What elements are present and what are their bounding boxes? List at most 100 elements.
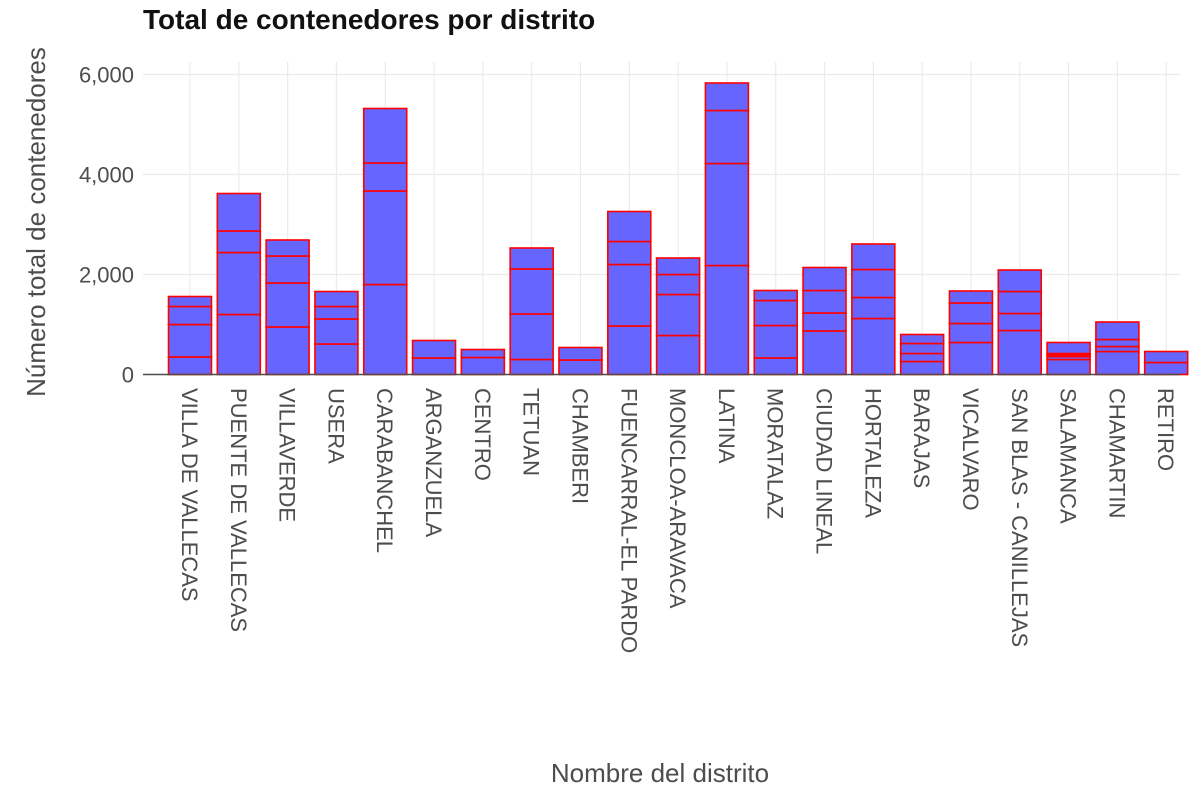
bar-segment bbox=[997, 312, 1043, 332]
x-tick-label: VICALVARO bbox=[958, 388, 983, 511]
y-tick-label: 2,000 bbox=[79, 263, 134, 288]
x-tick-label: SAN BLAS - CANILLEJAS bbox=[1007, 388, 1032, 647]
bar-segment bbox=[655, 257, 701, 276]
bar-stack bbox=[460, 348, 506, 376]
bar-segment bbox=[509, 247, 554, 270]
bar-stack bbox=[899, 333, 945, 376]
bar-stack bbox=[1046, 341, 1091, 376]
bar-segment bbox=[1095, 321, 1140, 341]
x-tick-label: RETIRO bbox=[1153, 388, 1178, 471]
bar-segment bbox=[655, 293, 701, 337]
bar-segment bbox=[1046, 341, 1091, 355]
bar-segment bbox=[362, 190, 408, 286]
bar-stack bbox=[216, 192, 262, 376]
x-tick-label: MORATALAZ bbox=[763, 388, 788, 519]
bar-segment bbox=[607, 210, 652, 243]
bar-segment bbox=[1095, 338, 1140, 348]
x-tick-labels: VILLA DE VALLECAS PUENTE DE VALLECAS VILLA… bbox=[177, 388, 1178, 653]
bar-stack bbox=[802, 266, 847, 376]
bar-stack bbox=[265, 239, 310, 376]
bar-segment bbox=[851, 243, 896, 271]
bar-stack bbox=[509, 247, 554, 376]
x-tick-label: CHAMBERI bbox=[567, 388, 592, 504]
bar-segment bbox=[753, 357, 798, 376]
bar-stack bbox=[655, 257, 701, 376]
bar-segment bbox=[314, 318, 359, 345]
x-tick-label: CARABANCHEL bbox=[372, 388, 397, 553]
bar-stack bbox=[1143, 350, 1189, 376]
bar-segment bbox=[802, 330, 847, 376]
bar-segment bbox=[948, 302, 994, 325]
bar-segment bbox=[314, 343, 359, 376]
bar-segment bbox=[802, 312, 847, 332]
bar-stack bbox=[607, 210, 652, 376]
bar-segment bbox=[997, 290, 1043, 315]
bar-stack bbox=[997, 269, 1043, 376]
bar-segment bbox=[753, 324, 798, 359]
bar-segment bbox=[899, 360, 945, 376]
x-tick-label: FUENCARRAL-EL PARDO bbox=[616, 388, 641, 653]
bar-segment bbox=[899, 352, 945, 363]
bar-segment bbox=[558, 346, 603, 361]
bar-segment bbox=[411, 339, 457, 359]
x-tick-label: VILLA DE VALLECAS bbox=[177, 388, 202, 602]
x-tick-label: CHAMARTIN bbox=[1104, 388, 1129, 518]
bar-segment bbox=[607, 240, 652, 266]
x-tick-label: BARAJAS bbox=[909, 388, 934, 488]
bar-segment bbox=[948, 341, 994, 376]
bar-stack bbox=[704, 82, 750, 376]
bar-stack bbox=[948, 290, 994, 376]
bar-segment bbox=[1095, 350, 1140, 376]
bar-segment bbox=[314, 290, 359, 308]
bar-segment bbox=[704, 82, 750, 112]
bar-segment bbox=[802, 266, 847, 292]
y-tick-label: 4,000 bbox=[79, 163, 134, 188]
bar-segment bbox=[460, 356, 506, 376]
bar-segment bbox=[704, 109, 750, 165]
bar-segment bbox=[1143, 350, 1189, 364]
bar-segment bbox=[265, 239, 310, 257]
bar-segment bbox=[167, 323, 213, 358]
bar-segment bbox=[704, 162, 750, 267]
y-tick-label: 0 bbox=[122, 363, 134, 388]
chart-title: Total de contenedores por distrito bbox=[143, 4, 596, 35]
bar-stack bbox=[753, 289, 798, 376]
bar-segment bbox=[704, 264, 750, 376]
y-tick-label: 6,000 bbox=[79, 63, 134, 88]
bar-stack bbox=[362, 107, 408, 376]
bar-segment bbox=[1046, 358, 1091, 376]
bar-segment bbox=[411, 357, 457, 376]
y-axis-title: Número total de contenedores bbox=[21, 47, 51, 397]
bar-segment bbox=[167, 295, 213, 308]
x-axis-title: Nombre del distrito bbox=[551, 758, 769, 788]
x-tick-label: CIUDAD LINEAL bbox=[812, 388, 837, 554]
bar-segment bbox=[607, 325, 652, 376]
bar-stack bbox=[558, 346, 603, 376]
bar-segment bbox=[509, 358, 554, 376]
bar-stack bbox=[167, 295, 213, 376]
bar-segment bbox=[948, 322, 994, 344]
bars-layer bbox=[167, 82, 1189, 376]
x-tick-label: TETUAN bbox=[519, 388, 544, 476]
bar-segment bbox=[362, 283, 408, 376]
bar-segment bbox=[607, 263, 652, 327]
bar-stack bbox=[1095, 321, 1140, 376]
bar-segment bbox=[167, 305, 213, 326]
bar-segment bbox=[948, 290, 994, 304]
bar-segment bbox=[509, 313, 554, 361]
bar-segment bbox=[167, 356, 213, 376]
bar-segment bbox=[265, 255, 310, 284]
x-tick-label: PUENTE DE VALLECAS bbox=[226, 388, 251, 632]
x-tick-label: CENTRO bbox=[470, 388, 495, 481]
bar-segment bbox=[851, 317, 896, 376]
bar-segment bbox=[851, 268, 896, 299]
bar-segment bbox=[216, 230, 262, 254]
bar-segment bbox=[216, 313, 262, 376]
y-tick-labels: 0 2,000 4,000 6,000 bbox=[79, 63, 134, 388]
bar-segment bbox=[997, 329, 1043, 376]
bar-stack bbox=[851, 243, 896, 376]
x-tick-label: ARGANZUELA bbox=[421, 388, 446, 537]
x-tick-label: LATINA bbox=[714, 388, 739, 464]
x-tick-label: SALAMANCA bbox=[1056, 388, 1081, 524]
